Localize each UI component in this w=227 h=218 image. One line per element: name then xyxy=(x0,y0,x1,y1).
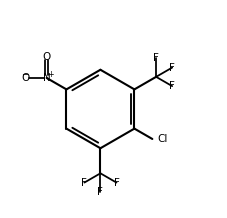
Text: −: − xyxy=(21,70,29,78)
Text: F: F xyxy=(81,178,87,187)
Text: F: F xyxy=(114,178,119,187)
Text: N: N xyxy=(43,73,50,83)
Text: O: O xyxy=(22,73,30,83)
Text: F: F xyxy=(169,81,175,91)
Text: O: O xyxy=(42,52,51,62)
Text: F: F xyxy=(97,187,103,197)
Text: +: + xyxy=(47,70,54,78)
Text: F: F xyxy=(153,53,159,63)
Text: Cl: Cl xyxy=(158,134,168,144)
Text: F: F xyxy=(169,63,175,73)
